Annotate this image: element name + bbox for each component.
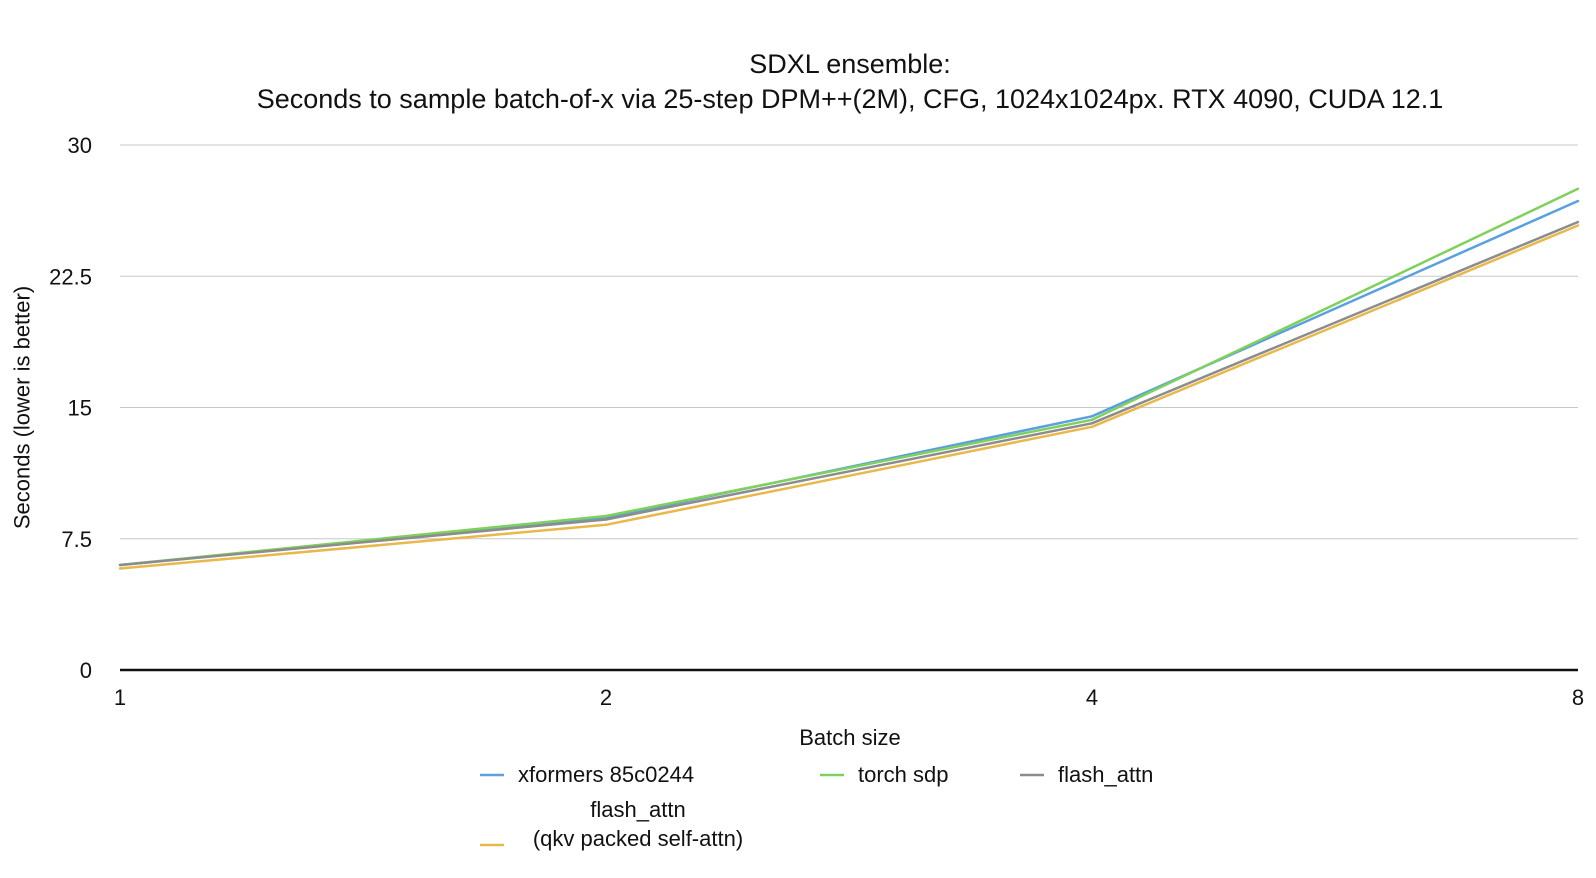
data-point bbox=[604, 523, 608, 526]
legend-label: flash_attn bbox=[1058, 762, 1153, 787]
series-lines bbox=[118, 187, 1580, 570]
data-point bbox=[1090, 422, 1094, 425]
legend-label: flash_attn (qkv packed self-attn) bbox=[533, 797, 743, 851]
y-axis-label: Seconds (lower is better) bbox=[10, 286, 35, 529]
y-tick-label: 0 bbox=[80, 658, 92, 683]
data-point bbox=[1576, 199, 1580, 203]
series-line-0 bbox=[119, 199, 1579, 567]
series-line-2 bbox=[119, 220, 1579, 567]
data-point bbox=[604, 518, 608, 521]
x-axis-ticks: 1 2 4 8 bbox=[114, 685, 1584, 710]
series-line-3 bbox=[119, 224, 1579, 570]
x-axis-label: Batch size bbox=[799, 725, 901, 750]
legend-label: torch sdp bbox=[858, 762, 949, 787]
data-point bbox=[118, 567, 122, 570]
chart-subtitle: Seconds to sample batch-of-x via 25-step… bbox=[257, 84, 1444, 114]
legend: xformers 85c0244 torch sdp flash_attnflash… bbox=[480, 762, 1153, 851]
y-tick-label: 15 bbox=[68, 396, 92, 421]
gridlines bbox=[120, 144, 1578, 540]
legend-label: xformers 85c0244 bbox=[518, 762, 694, 787]
data-point bbox=[1576, 224, 1580, 227]
data-point bbox=[604, 514, 608, 518]
series-line-1 bbox=[119, 187, 1579, 567]
y-axis-ticks: 0 7.5 15 22.5 30 bbox=[49, 133, 92, 683]
data-point bbox=[1090, 418, 1094, 421]
data-point bbox=[1576, 220, 1580, 224]
data-point bbox=[1576, 187, 1580, 190]
chart-title: SDXL ensemble: bbox=[749, 49, 951, 79]
x-tick-label: 4 bbox=[1086, 685, 1098, 710]
x-tick-label: 2 bbox=[600, 685, 612, 710]
data-point bbox=[118, 563, 122, 567]
y-tick-label: 7.5 bbox=[61, 527, 92, 552]
data-point bbox=[1090, 425, 1094, 428]
x-tick-label: 8 bbox=[1572, 685, 1584, 710]
y-tick-label: 22.5 bbox=[49, 264, 92, 289]
y-tick-label: 30 bbox=[68, 133, 92, 158]
x-tick-label: 1 bbox=[114, 685, 126, 710]
data-point bbox=[1090, 415, 1094, 418]
